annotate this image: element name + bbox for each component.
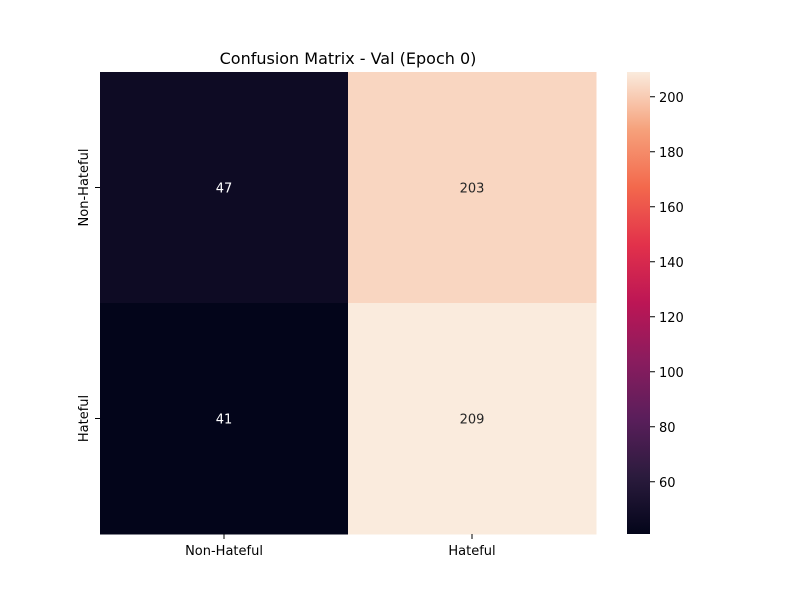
y-tick-label: Hateful (77, 395, 92, 442)
x-axis: Non-Hateful Hateful (185, 534, 496, 559)
heatmap-cell (348, 72, 597, 304)
cell-value-label: 209 (460, 413, 485, 428)
colorbar-tick-label: 100 (659, 366, 684, 381)
colorbar-tick-label: 80 (659, 421, 676, 436)
heatmap-cell (100, 72, 349, 304)
chart-title: Confusion Matrix - Val (Epoch 0) (220, 49, 477, 68)
colorbar-gradient (627, 72, 650, 534)
colorbar-tick-label: 200 (659, 91, 684, 106)
cell-value-label: 47 (216, 182, 233, 197)
cell-value-label: 203 (460, 182, 485, 197)
y-axis: Non-Hateful Hateful (77, 149, 100, 442)
y-tick-label: Non-Hateful (77, 149, 92, 227)
heatmap-cells (100, 72, 597, 535)
colorbar-tick-label: 120 (659, 311, 684, 326)
colorbar-tick-label: 180 (659, 146, 684, 161)
heatmap-cell-labels: 47 203 41 209 (216, 182, 485, 428)
heatmap-cell (100, 303, 349, 535)
x-tick-label: Hateful (448, 544, 495, 559)
colorbar: 60 80 100 120 140 160 180 200 (627, 72, 684, 534)
colorbar-tick-label: 140 (659, 256, 684, 271)
heatmap-cell (348, 303, 597, 535)
x-tick-label: Non-Hateful (185, 544, 263, 559)
colorbar-tick-label: 60 (659, 476, 676, 491)
cell-value-label: 41 (216, 413, 233, 428)
colorbar-tick-label: 160 (659, 201, 684, 216)
